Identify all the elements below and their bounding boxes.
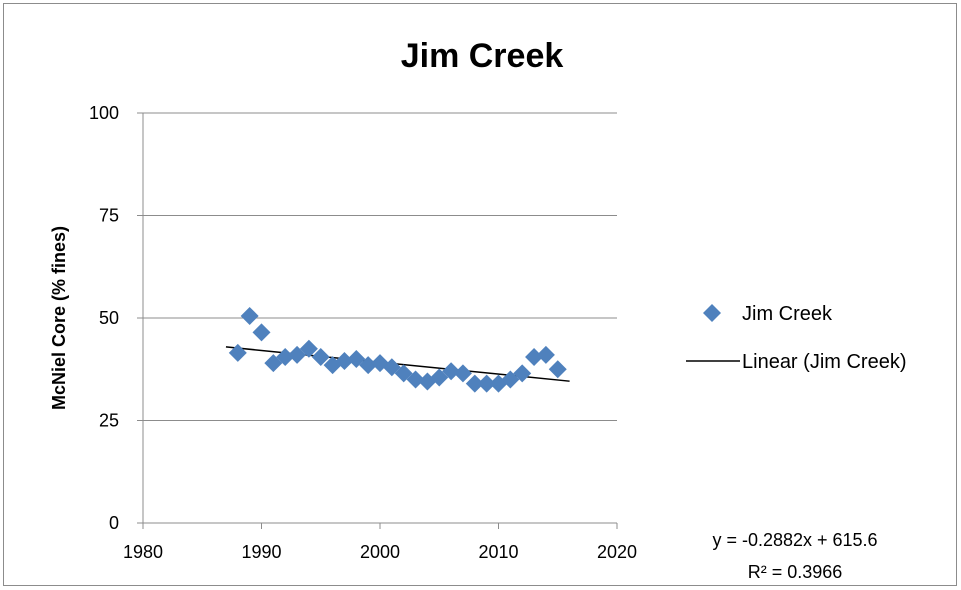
gridlines — [137, 112, 617, 524]
y-tick-label: 50 — [99, 308, 119, 328]
data-point — [525, 347, 544, 366]
trendline-r-squared: R² = 0.3966 — [748, 562, 843, 582]
legend-marker-diamond — [703, 304, 721, 322]
data-point — [276, 347, 295, 366]
y-tick-label: 25 — [99, 411, 119, 431]
data-point — [311, 347, 330, 366]
data-point — [252, 323, 271, 342]
data-point — [359, 356, 378, 375]
legend-trendline-label: Linear (Jim Creek) — [742, 351, 906, 373]
y-tick-label: 75 — [99, 206, 119, 226]
trendline-equation: y = -0.2882x + 615.6 — [712, 530, 877, 550]
legend: Jim Creek Linear (Jim Creek) — [686, 303, 906, 373]
chart-frame — [3, 3, 957, 586]
data-point — [299, 339, 318, 358]
data-point — [453, 364, 472, 383]
data-point — [240, 306, 259, 325]
legend-series-label: Jim Creek — [742, 303, 833, 325]
data-point — [501, 370, 520, 389]
x-tick-label: 1980 — [123, 542, 163, 562]
data-point — [548, 360, 567, 379]
data-point — [430, 368, 449, 387]
chart-title: Jim Creek — [401, 37, 564, 75]
y-tick-labels: 0 25 50 75 100 — [89, 103, 119, 533]
data-point — [442, 362, 461, 381]
x-tick-labels: 1980 1990 2000 2010 2020 — [123, 542, 637, 562]
data-point — [536, 345, 555, 364]
data-points — [228, 306, 567, 393]
data-point — [335, 352, 354, 371]
x-tick-label: 2010 — [478, 542, 518, 562]
y-tick-label: 0 — [109, 513, 119, 533]
data-point — [477, 374, 496, 393]
x-tick-label: 2020 — [597, 542, 637, 562]
data-point — [513, 364, 532, 383]
data-point — [465, 374, 484, 393]
data-point — [228, 343, 247, 362]
x-tick-label: 1990 — [241, 542, 281, 562]
axes — [142, 113, 618, 529]
y-tick-label: 100 — [89, 103, 119, 123]
x-tick-label: 2000 — [360, 542, 400, 562]
data-point — [406, 370, 425, 389]
y-axis-title: McNiel Core (% fines) — [49, 226, 69, 410]
